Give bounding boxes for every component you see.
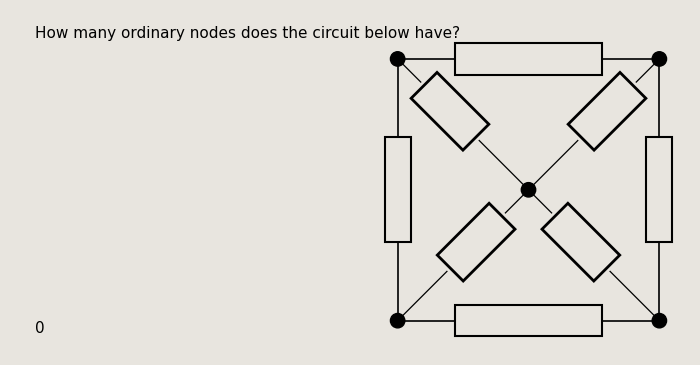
Circle shape	[652, 314, 666, 328]
Circle shape	[391, 314, 405, 328]
Text: 0: 0	[35, 321, 45, 336]
Circle shape	[522, 182, 536, 197]
Text: How many ordinary nodes does the circuit below have?: How many ordinary nodes does the circuit…	[35, 26, 460, 41]
Polygon shape	[568, 72, 646, 150]
Polygon shape	[384, 138, 411, 242]
Polygon shape	[411, 72, 489, 150]
Polygon shape	[455, 43, 602, 74]
Polygon shape	[438, 203, 515, 281]
Circle shape	[391, 52, 405, 66]
Polygon shape	[455, 305, 602, 337]
Polygon shape	[542, 203, 620, 281]
Circle shape	[652, 52, 666, 66]
Polygon shape	[646, 138, 673, 242]
